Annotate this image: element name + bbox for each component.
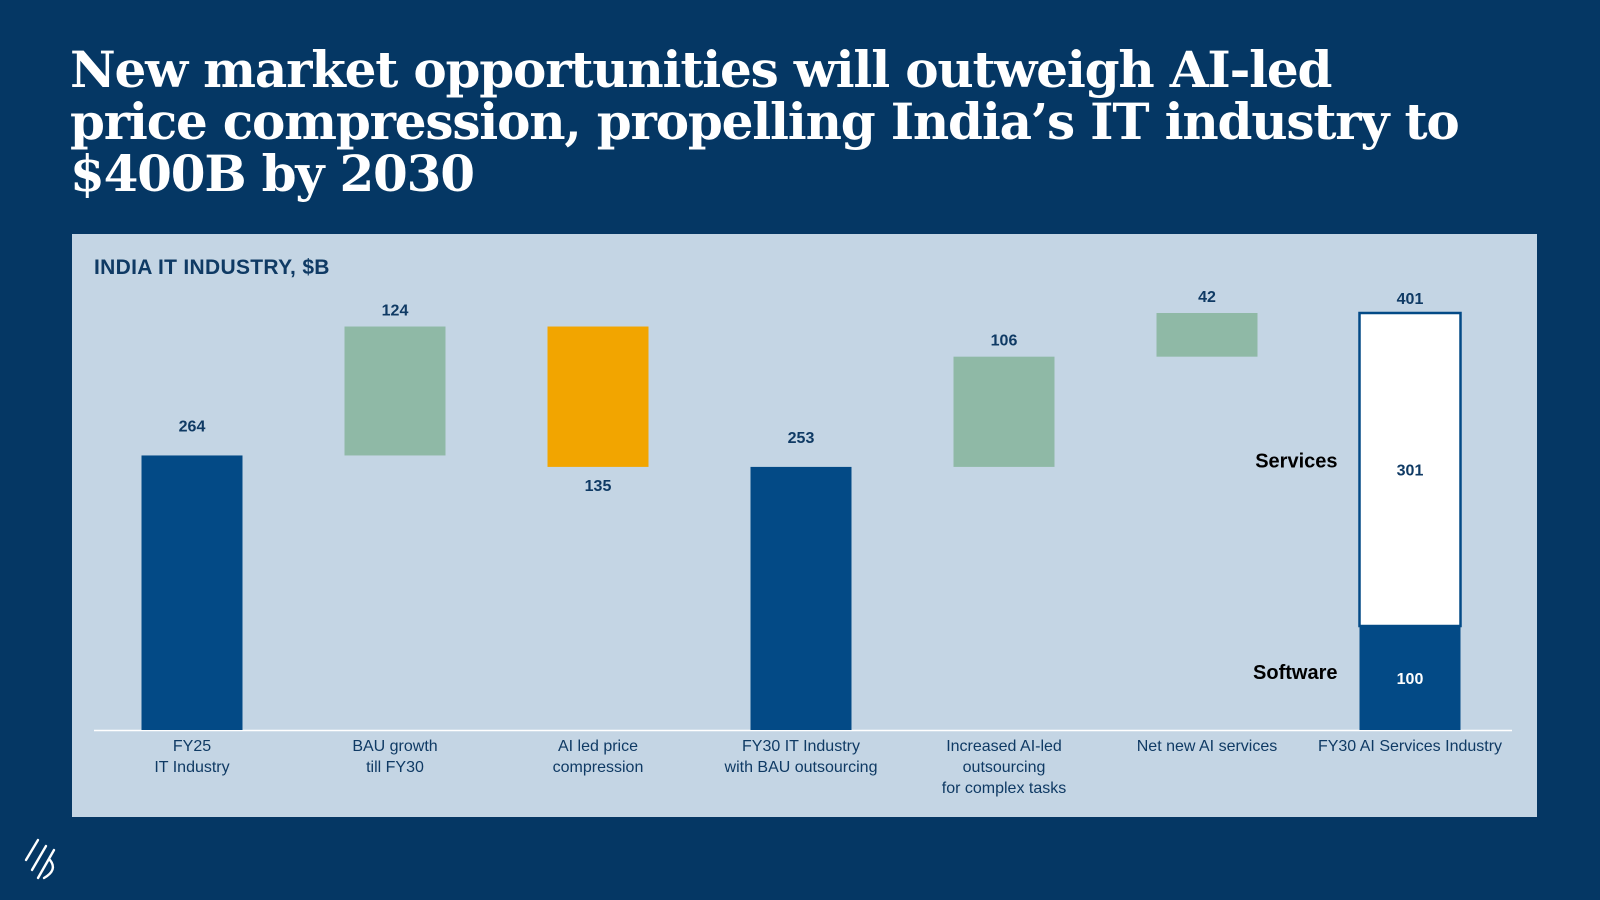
category-label: FY30 IT Industry bbox=[742, 738, 860, 755]
category-label: Net new AI services bbox=[1137, 738, 1278, 755]
page-title: New market opportunities will outweigh A… bbox=[70, 40, 1460, 203]
data-label-services: 301 bbox=[1397, 463, 1424, 480]
category-label: till FY30 bbox=[366, 759, 424, 776]
data-label-4: 106 bbox=[991, 333, 1018, 350]
category-label: outsourcing bbox=[963, 759, 1046, 776]
data-label-1: 124 bbox=[382, 303, 409, 320]
category-label: BAU growth bbox=[352, 738, 437, 755]
chart-panel: INDIA IT INDUSTRY, $B 264 FY25 IT Industry… bbox=[72, 234, 1537, 817]
bar-increase-4 bbox=[953, 356, 1055, 467]
category-label: IT Industry bbox=[154, 759, 229, 776]
category-label: for complex tasks bbox=[942, 780, 1066, 797]
data-label-5: 42 bbox=[1198, 289, 1216, 306]
bar-total-0 bbox=[141, 455, 243, 730]
category-label: AI led price bbox=[558, 738, 638, 755]
category-label: with BAU outsourcing bbox=[724, 759, 878, 776]
bar-services bbox=[1358, 311, 1462, 628]
waterfall-chart: 264 FY25 IT Industry 124 BAU growth till FY30… bbox=[94, 289, 1512, 797]
bar-decrease-2 bbox=[547, 326, 649, 467]
data-label-software: 100 bbox=[1397, 671, 1424, 688]
bar-software bbox=[1359, 626, 1461, 730]
data-label-0: 264 bbox=[179, 418, 206, 435]
category-label: compression bbox=[553, 759, 644, 776]
data-label-3: 253 bbox=[788, 430, 815, 447]
bar-increase-5 bbox=[1156, 313, 1258, 357]
segment-label-software: Software bbox=[1253, 662, 1337, 684]
bar-total-3 bbox=[750, 466, 852, 730]
segment-label-services: Services bbox=[1255, 451, 1337, 473]
category-label: Increased AI-led bbox=[946, 738, 1062, 755]
data-label-total: 401 bbox=[1397, 291, 1424, 308]
category-label: FY25 bbox=[173, 738, 211, 755]
chart-title: INDIA IT INDUSTRY, $B bbox=[94, 256, 330, 279]
category-label: FY30 AI Services Industry bbox=[1318, 738, 1502, 755]
data-label-2: 135 bbox=[585, 478, 612, 495]
slash-mark-icon bbox=[24, 838, 56, 880]
bar-increase-1 bbox=[344, 326, 446, 456]
